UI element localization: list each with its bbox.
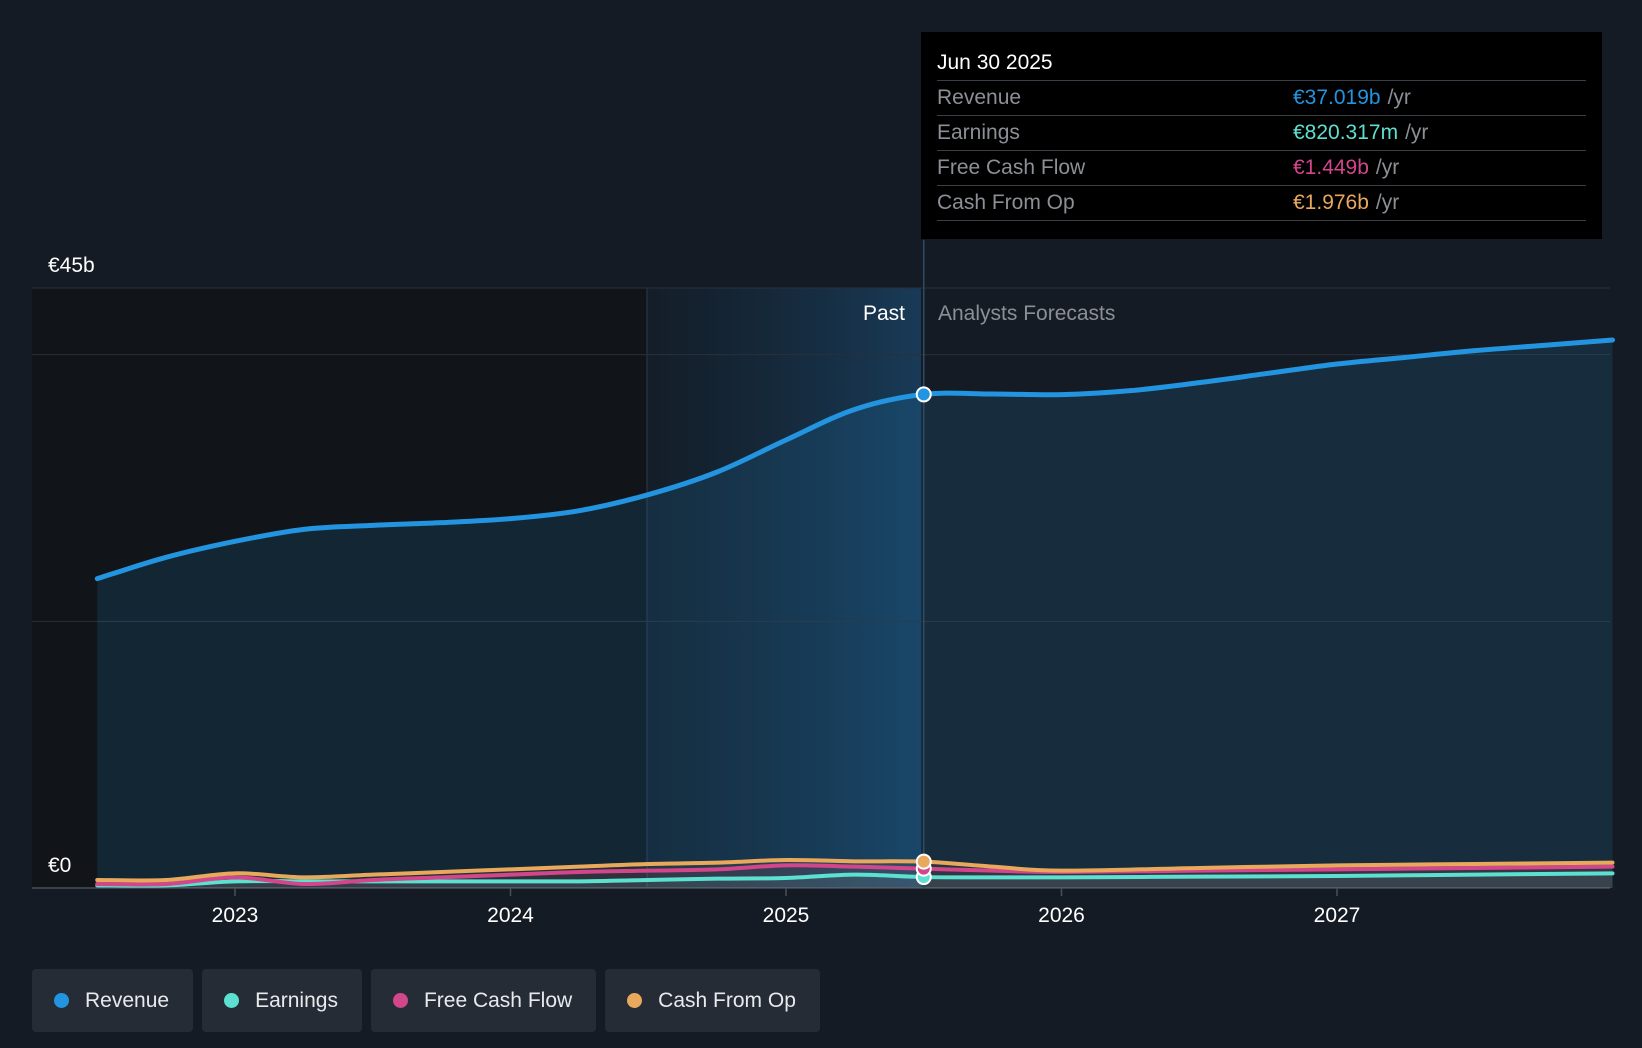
- tooltip-label: Revenue: [937, 86, 1022, 109]
- hover-markers: [915, 386, 932, 886]
- series-area-revenue: [97, 340, 1613, 888]
- forecast-label: Analysts Forecasts: [938, 302, 1115, 325]
- y-axis-top-label: €45b: [48, 254, 95, 277]
- series-lines: [94, 337, 1615, 888]
- legend-item-cash-from-op[interactable]: Cash From Op: [605, 969, 820, 1032]
- x-tick-label: 2025: [763, 904, 810, 927]
- tooltip-row-earnings: Earnings €820.317m /yr: [937, 115, 1586, 150]
- x-tick-label: 2027: [1314, 904, 1361, 927]
- y-axis-bottom-label: €0: [48, 854, 71, 877]
- legend: Revenue Earnings Free Cash Flow Cash Fro…: [32, 969, 829, 1032]
- tooltip-row-revenue: Revenue €37.019b /yr: [937, 80, 1586, 115]
- tooltip-date: Jun 30 2025: [937, 51, 1053, 74]
- legend-dot-icon: [392, 993, 408, 1008]
- legend-dot-icon: [54, 993, 69, 1008]
- tooltip-value: €820.317m: [1293, 121, 1399, 144]
- series-line-cash-from-op: [95, 857, 1615, 883]
- tooltip: Jun 30 2025 Revenue €37.019b /yr Earning…: [921, 32, 1602, 239]
- tooltip-unit: /yr: [1375, 191, 1400, 214]
- marker-cash-from-op: [915, 853, 932, 870]
- legend-item-free-cash-flow[interactable]: Free Cash Flow: [370, 969, 597, 1032]
- series-line-revenue: [94, 337, 1615, 582]
- gridlines: [32, 287, 1610, 889]
- legend-item-earnings[interactable]: Earnings: [202, 969, 362, 1032]
- series-line-free-cash-flow: [95, 863, 1615, 887]
- x-axis: 2023 2024 2025 2026 2027: [212, 888, 1361, 927]
- x-tick-label: 2023: [212, 904, 259, 927]
- marker-revenue: [915, 386, 932, 403]
- tooltip-label: Cash From Op: [937, 191, 1075, 214]
- tooltip-unit: /yr: [1387, 86, 1411, 109]
- tooltip-unit: /yr: [1375, 156, 1400, 179]
- legend-label: Cash From Op: [658, 988, 796, 1012]
- legend-label: Revenue: [85, 988, 170, 1012]
- legend-dot-icon: [627, 993, 643, 1008]
- x-tick-label: 2026: [1038, 904, 1085, 927]
- legend-item-revenue[interactable]: Revenue: [32, 969, 194, 1032]
- tooltip-value: €1.449b: [1293, 156, 1369, 179]
- legend-dot-icon: [224, 993, 240, 1008]
- past-highlight-band: [647, 288, 921, 888]
- tooltip-row-cash-from-op: Cash From Op €1.976b /yr: [937, 185, 1586, 221]
- tooltip-unit: /yr: [1405, 121, 1429, 144]
- tooltip-label: Earnings: [937, 121, 1020, 144]
- legend-label: Free Cash Flow: [423, 988, 573, 1012]
- tooltip-label: Free Cash Flow: [937, 156, 1086, 179]
- series-line-earnings: [95, 871, 1615, 888]
- x-tick-label: 2024: [487, 904, 534, 927]
- past-label: Past: [863, 302, 905, 325]
- tooltip-row-free-cash-flow: Free Cash Flow €1.449b /yr: [937, 150, 1586, 185]
- tooltip-value: €37.019b: [1293, 86, 1381, 109]
- legend-label: Earnings: [255, 988, 338, 1012]
- tooltip-value: €1.976b: [1293, 191, 1369, 214]
